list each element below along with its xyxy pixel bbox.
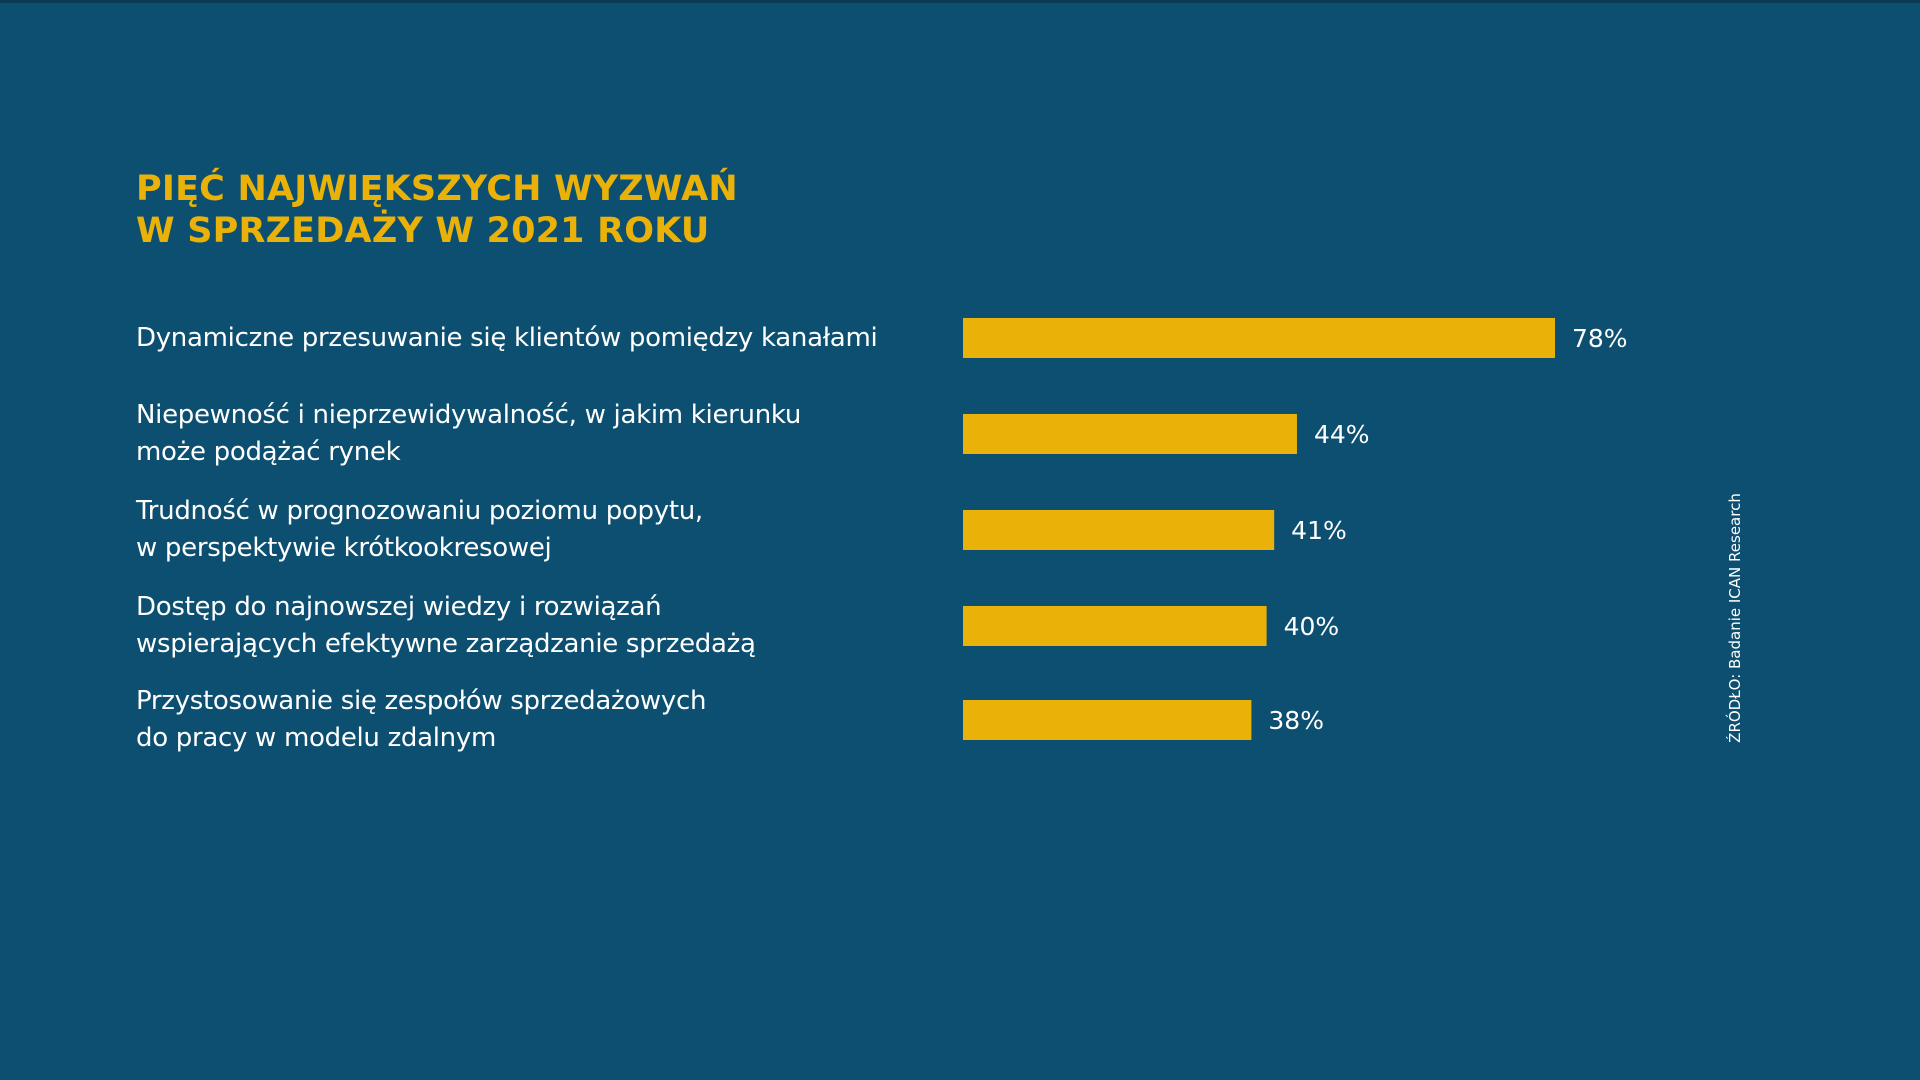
value-label-2: 44% [1314, 420, 1370, 449]
category-label-2-line-1: Niepewność i nieprzewidywalność, w jakim… [136, 400, 802, 430]
chart-title: PIĘĆ NAJWIĘKSZYCH WYZWAŃ W SPRZEDAŻY W 2… [136, 168, 738, 252]
category-label-4: Dostęp do najnowszej wiedzy i rozwiązań w… [136, 589, 896, 663]
bar-5 [963, 700, 1252, 740]
category-label-3-line-2: w perspektywie krótkookresowej [136, 533, 552, 563]
top-divider [0, 0, 1920, 3]
value-label-1: 78% [1572, 324, 1628, 353]
category-label-5-line-1: Przystosowanie się zespołów sprzedażowyc… [136, 686, 707, 716]
category-label-1: Dynamiczne przesuwanie się klientów pomi… [136, 320, 896, 357]
category-label-4-line-2: wspierających efektywne zarządzanie sprz… [136, 629, 756, 659]
bar-2 [963, 414, 1297, 454]
category-label-2: Niepewność i nieprzewidywalność, w jakim… [136, 397, 896, 471]
bar-4 [963, 606, 1267, 646]
category-label-4-line-1: Dostęp do najnowszej wiedzy i rozwiązań [136, 592, 662, 622]
source-note: ŹRÓDŁO: Badanie ICAN Research [1726, 493, 1744, 743]
value-label-5: 38% [1268, 706, 1324, 735]
chart-title-line-1: PIĘĆ NAJWIĘKSZYCH WYZWAŃ [136, 169, 738, 209]
bar-1 [963, 318, 1555, 358]
category-label-5: Przystosowanie się zespołów sprzedażowyc… [136, 683, 896, 757]
value-label-4: 40% [1284, 612, 1340, 641]
bar-3 [963, 510, 1275, 550]
category-label-2-line-2: może podążać rynek [136, 437, 401, 467]
category-label-5-line-2: do pracy w modelu zdalnym [136, 723, 496, 753]
category-label-3: Trudność w prognozowaniu poziomu popytu,… [136, 493, 896, 567]
value-label-3: 41% [1291, 516, 1347, 545]
chart-title-line-2: W SPRZEDAŻY W 2021 ROKU [136, 211, 710, 251]
category-label-3-line-1: Trudność w prognozowaniu poziomu popytu, [136, 496, 703, 526]
category-label-1-line-1: Dynamiczne przesuwanie się klientów pomi… [136, 322, 878, 353]
